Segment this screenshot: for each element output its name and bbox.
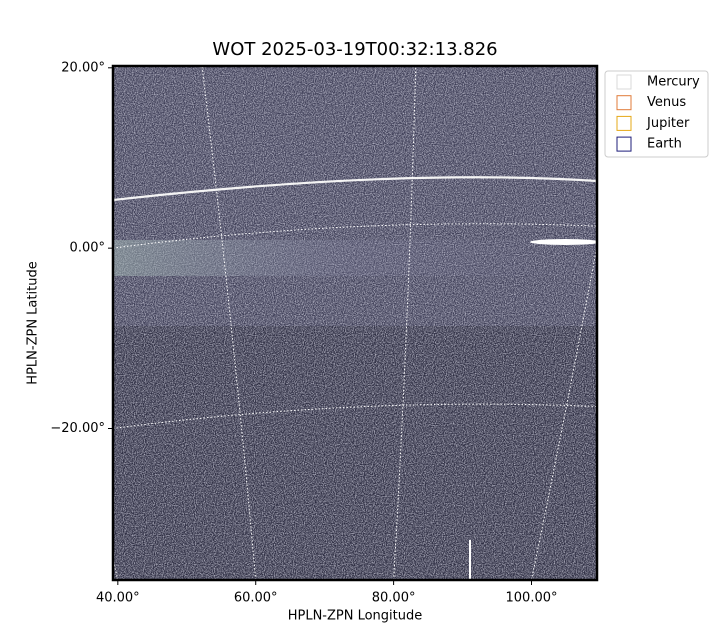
legend-swatch	[616, 115, 632, 131]
legend-label: Jupiter	[646, 116, 690, 131]
legend-swatch	[616, 136, 632, 152]
image-band	[113, 240, 597, 276]
x-tick-label: 60.00°	[234, 591, 278, 606]
x-tick-label: 40.00°	[96, 591, 140, 606]
grid-line	[113, 403, 597, 430]
y-tick-label: −20.00°	[50, 421, 105, 436]
legend-swatch	[616, 74, 632, 90]
grid-line	[113, 223, 597, 249]
grid	[113, 66, 597, 580]
legend-label: Mercury	[647, 75, 700, 90]
legend-swatch	[616, 95, 632, 111]
chart-title: WOT 2025-03-19T00:32:13.826	[212, 39, 497, 60]
bright-object	[530, 239, 597, 245]
x-tick-label: 100.00°	[506, 591, 558, 606]
axes-frame	[111, 64, 599, 582]
legend	[604, 70, 709, 158]
image	[113, 66, 597, 580]
x-tick-label: 80.00°	[372, 591, 416, 606]
grid-line	[393, 66, 417, 580]
x-axis-label: HPLN-ZPN Longitude	[288, 609, 423, 624]
legend-label: Earth	[647, 137, 682, 152]
y-tick-label: 0.00°	[70, 241, 105, 256]
grid-line	[113, 557, 119, 580]
image-noise	[113, 66, 597, 580]
streak	[113, 176, 597, 202]
y-tick-label: 20.00°	[61, 60, 105, 75]
grid-line	[201, 66, 257, 580]
legend-label: Venus	[647, 95, 686, 110]
y-axis-label: HPLN-ZPN Latitude	[26, 261, 41, 384]
